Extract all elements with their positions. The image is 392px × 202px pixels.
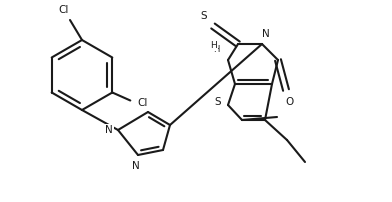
Text: Cl: Cl	[137, 98, 147, 107]
Text: N: N	[262, 29, 270, 39]
Text: H: H	[213, 45, 219, 55]
Text: H: H	[211, 41, 218, 50]
Text: N: N	[132, 161, 140, 171]
Text: S: S	[215, 97, 221, 107]
Text: N: N	[105, 125, 113, 135]
Text: Cl: Cl	[59, 5, 69, 15]
Text: S: S	[201, 11, 207, 21]
Text: O: O	[286, 97, 294, 107]
